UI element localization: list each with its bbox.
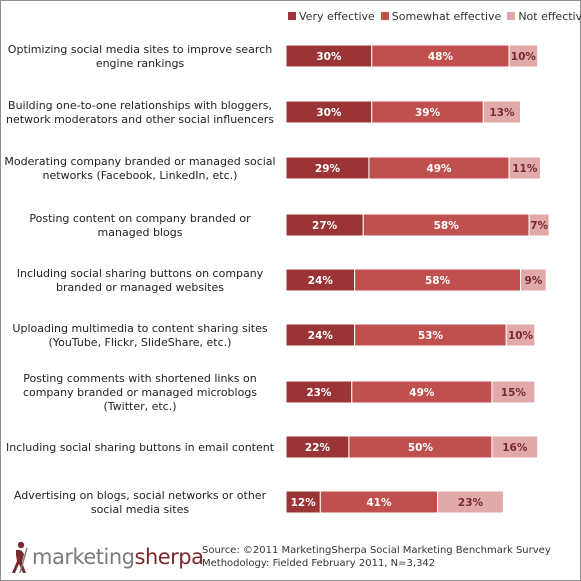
category-label: Including social sharing buttons in emai…	[6, 441, 275, 454]
bar-value-label: 13%	[489, 107, 515, 119]
category-label: Posting content on company branded or man…	[29, 212, 251, 239]
category-label: Posting comments with shortened links on…	[23, 372, 257, 413]
bar-value-label: 39%	[415, 107, 441, 119]
bar-value-label: 10%	[511, 51, 537, 63]
bar-value-label: 24%	[308, 330, 334, 342]
bar-value-label: 11%	[512, 163, 538, 175]
bar-value-label: 58%	[434, 220, 460, 232]
category-label-line: Optimizing social media sites to improve…	[8, 43, 272, 56]
category-label: Uploading multimedia to content sharing …	[12, 322, 267, 349]
bar-value-label: 23%	[306, 387, 332, 399]
legend-label-not-effective: Not effective	[518, 9, 581, 23]
category-label: Moderating company branded or managed so…	[4, 155, 275, 182]
bar-value-label: 29%	[315, 163, 341, 175]
bar-value-label: 41%	[366, 497, 392, 509]
logo-text-marketing: marketing	[32, 545, 135, 569]
methodology-line: Methodology: Fielded February 2011, N=3,…	[202, 558, 436, 569]
category-label-line: network moderators and other social infl…	[6, 113, 274, 126]
bar-value-label: 16%	[502, 442, 528, 454]
bar-value-label: 23%	[458, 497, 484, 509]
legend-label-very-effective: Very effective	[299, 9, 375, 23]
bar-value-label: 50%	[408, 442, 434, 454]
bar-value-label: 53%	[418, 330, 444, 342]
category-label-line: branded or managed websites	[56, 281, 224, 294]
category-label-line: (YouTube, Flickr, SlideShare, etc.)	[49, 336, 232, 349]
legend-label-somewhat-effective: Somewhat effective	[391, 9, 502, 23]
bar-segment-not-effective	[505, 323, 536, 347]
legend-item-very-effective: Very effective	[288, 10, 375, 23]
bar-value-label: 24%	[308, 275, 334, 287]
category-label-line: social media sites	[91, 503, 189, 516]
category-label-line: Advertising on blogs, social networks or…	[14, 489, 267, 502]
category-label-line: Posting comments with shortened links on	[23, 372, 257, 385]
bar-segment-not-effective	[508, 44, 539, 68]
footer: marketingsherpa Source: ©2011 MarketingS…	[8, 538, 573, 578]
category-label: Including social sharing buttons on comp…	[17, 267, 264, 294]
bar-value-label: 10%	[508, 330, 534, 342]
source-note: Source: ©2011 MarketingSherpa Social Mar…	[202, 544, 551, 570]
bar-value-label: 12%	[291, 497, 317, 509]
bar-segment-not-effective	[482, 100, 522, 124]
category-label-line: Moderating company branded or managed so…	[4, 155, 275, 168]
bar-value-label: 30%	[316, 107, 342, 119]
legend-swatch-somewhat-effective	[380, 12, 389, 20]
sherpa-figure-icon	[12, 541, 28, 574]
category-label-line: Building one-to-one relationships with b…	[8, 99, 272, 112]
stacked-bar-chart: Optimizing social media sites to improve…	[4, 43, 550, 516]
bar-segment-not-effective	[520, 268, 547, 292]
source-line: Source: ©2011 MarketingSherpa Social Mar…	[202, 545, 551, 556]
category-label: Advertising on blogs, social networks or…	[14, 489, 267, 516]
category-label-line: engine rankings	[96, 57, 185, 70]
logo-wordmark: marketingsherpa	[32, 545, 204, 569]
bar-value-label: 49%	[409, 387, 435, 399]
category-label: Optimizing social media sites to improve…	[8, 43, 272, 70]
category-label-line: managed blogs	[98, 226, 183, 239]
category-label-line: Uploading multimedia to content sharing …	[12, 322, 267, 335]
bar-value-label: 30%	[316, 51, 342, 63]
bar-segment-not-effective	[491, 380, 536, 404]
bar-segment-not-effective	[508, 156, 542, 180]
category-label-line: (Twitter, etc.)	[103, 400, 176, 413]
category-label-line: networks (Facebook, LinkedIn, etc.)	[43, 169, 238, 182]
bar-value-label: 7%	[530, 220, 548, 232]
bar-value-label: 9%	[524, 275, 542, 287]
bar-value-label: 58%	[425, 275, 451, 287]
category-label-line: Including social sharing buttons on comp…	[17, 267, 264, 280]
category-label-line: company branded or managed microblogs	[23, 386, 257, 399]
bar-value-label: 49%	[426, 163, 452, 175]
category-label: Building one-to-one relationships with b…	[6, 99, 274, 126]
bar-segment-not-effective	[528, 213, 550, 237]
bar-value-label: 22%	[305, 442, 331, 454]
legend-item-not-effective: Not effective	[507, 10, 581, 23]
legend: Very effective Somewhat effective Not ef…	[288, 8, 581, 24]
bar-segment-not-effective	[437, 490, 504, 514]
bar-segment-not-effective	[491, 435, 539, 459]
category-label-line: Posting content on company branded or	[29, 212, 251, 225]
marketingsherpa-logo: marketingsherpa	[8, 540, 204, 574]
legend-item-somewhat-effective: Somewhat effective	[380, 9, 502, 23]
legend-swatch-not-effective	[507, 12, 516, 20]
bar-value-label: 15%	[501, 387, 527, 399]
category-label-line: Including social sharing buttons in emai…	[6, 441, 275, 454]
logo-text-sherpa: sherpa	[134, 545, 205, 569]
legend-swatch-very-effective	[288, 12, 296, 20]
bar-value-label: 27%	[312, 220, 338, 232]
bar-value-label: 48%	[428, 51, 454, 63]
